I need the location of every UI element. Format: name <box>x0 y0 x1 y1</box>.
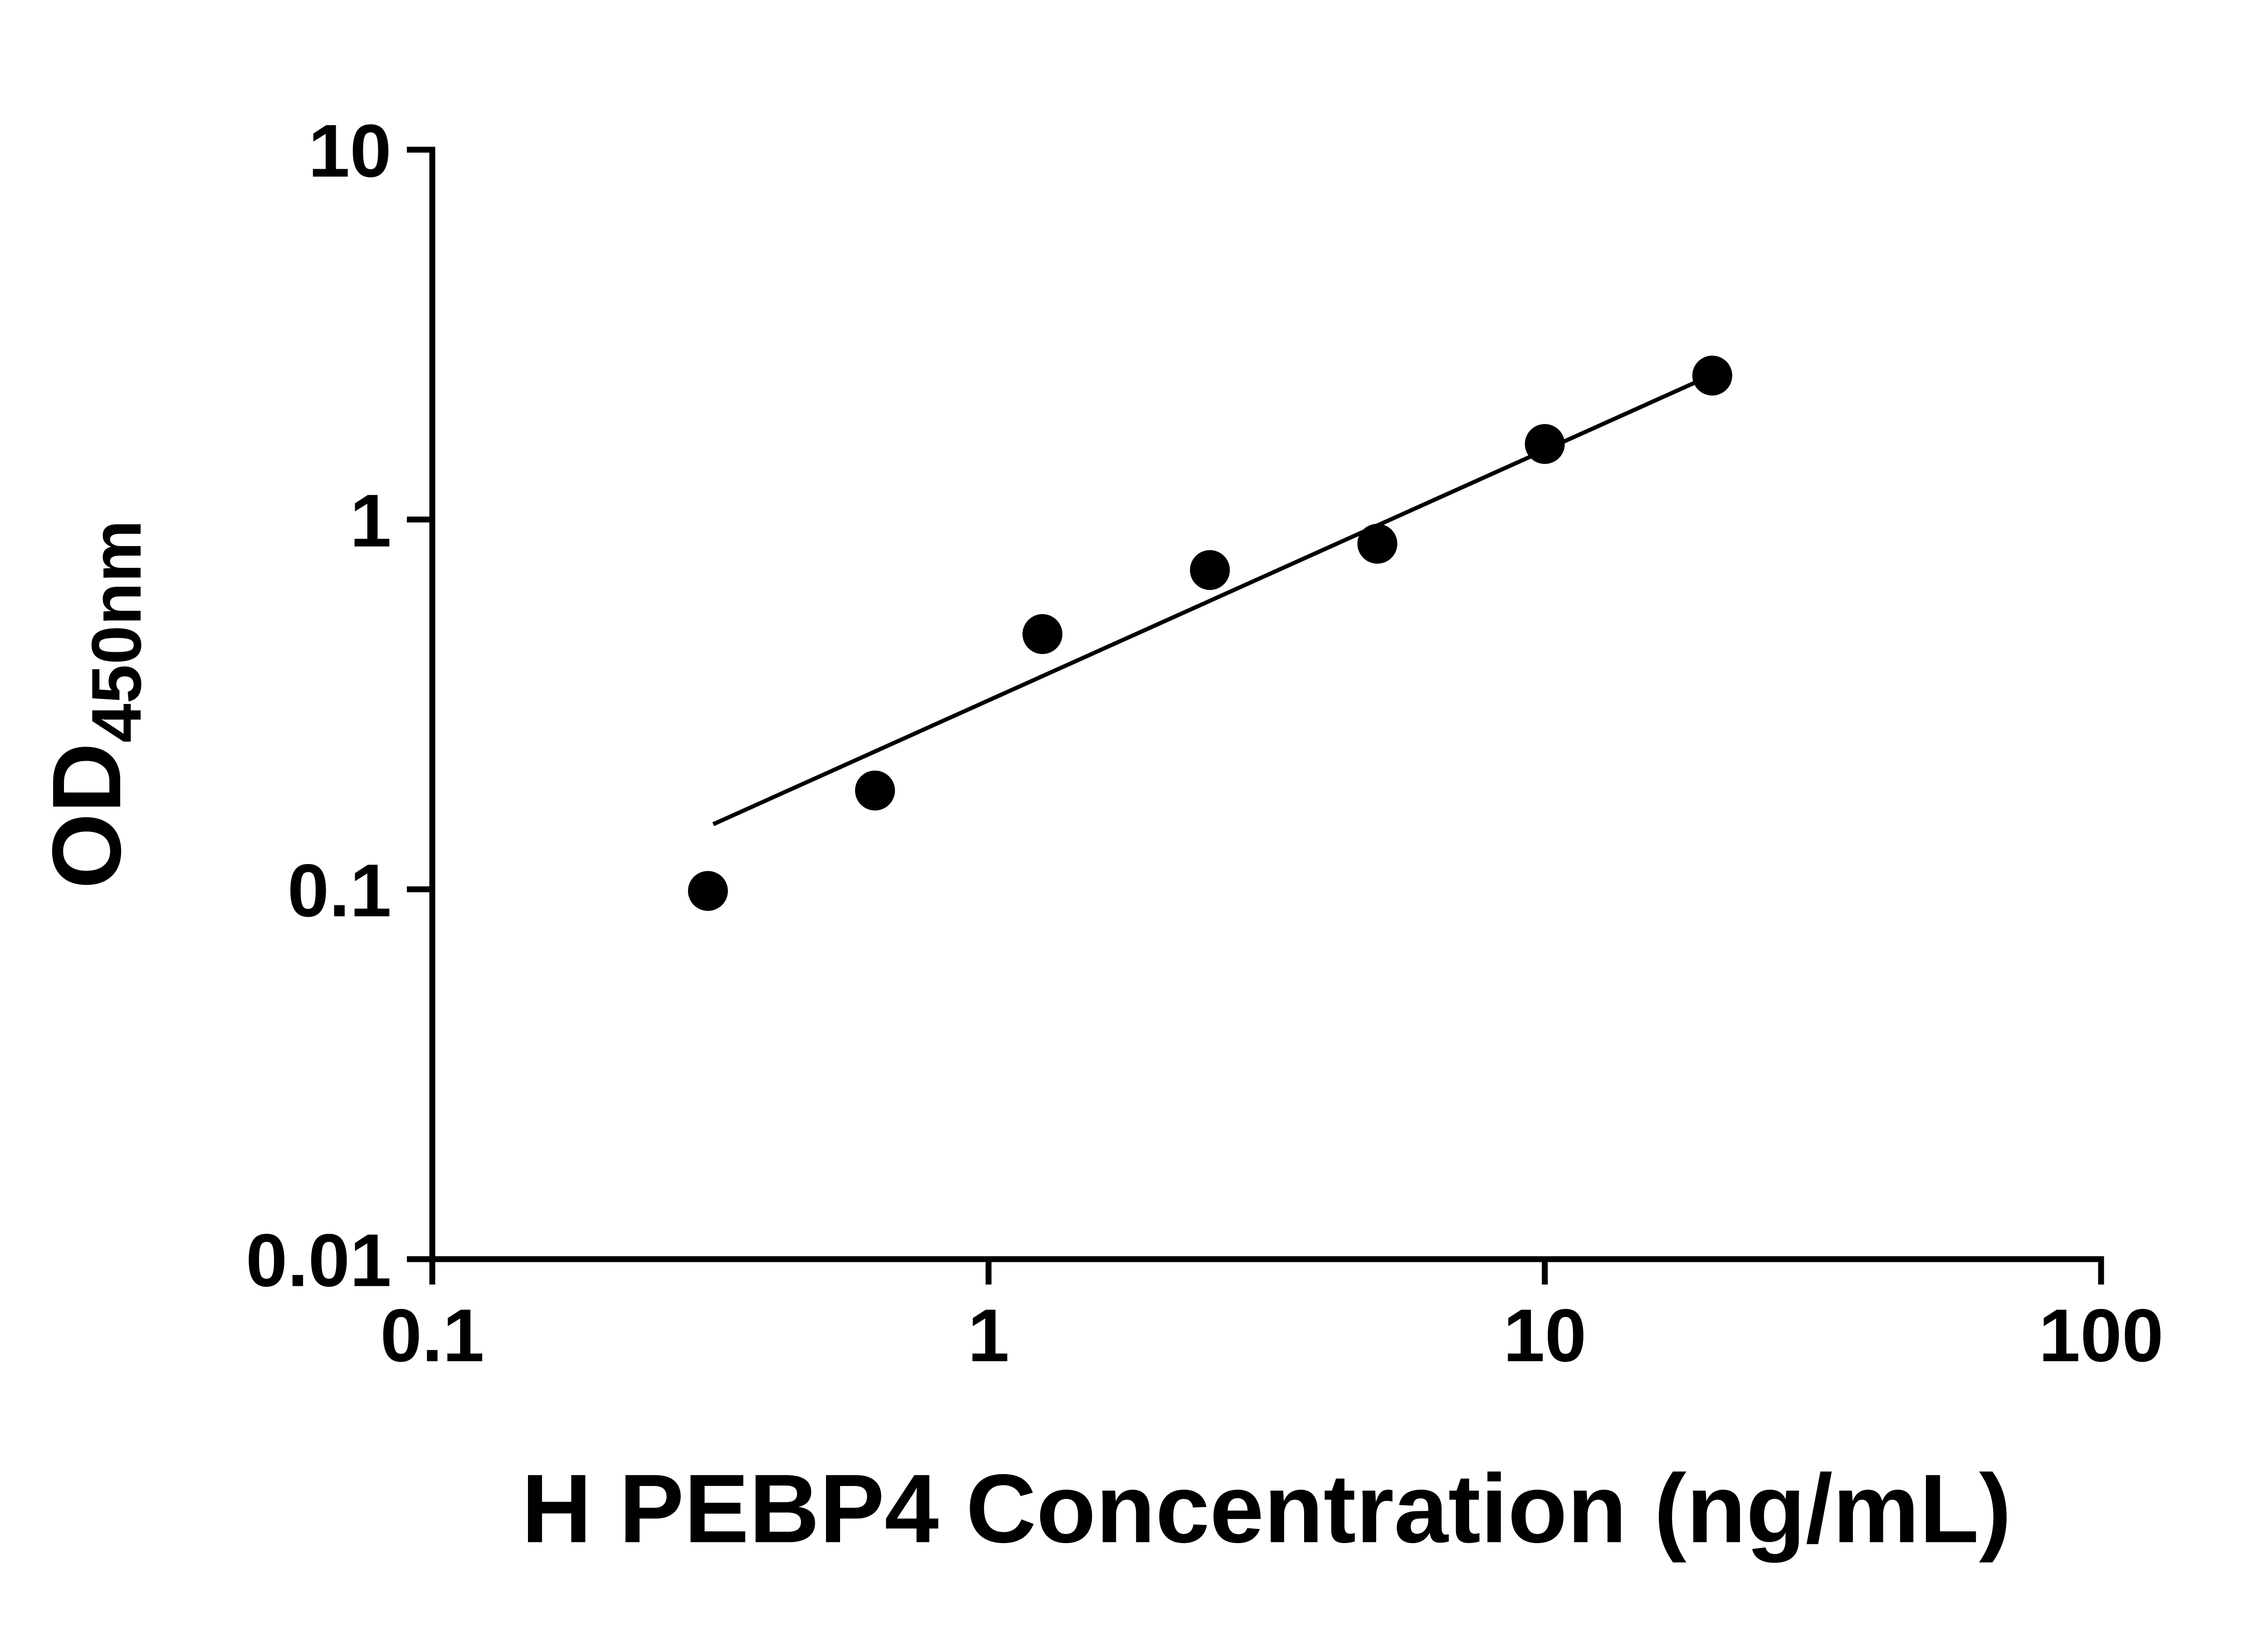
data-point <box>1357 523 1398 564</box>
x-tick-label: 0.1 <box>380 1294 484 1377</box>
y-tick-label: 10 <box>308 109 391 192</box>
y-tick-label: 1 <box>350 479 391 562</box>
x-tick-label: 100 <box>2038 1294 2163 1377</box>
data-point <box>1190 550 1230 590</box>
y-axis-title-main: OD <box>32 743 141 889</box>
data-point <box>688 871 728 911</box>
data-point <box>1022 614 1063 654</box>
data-point <box>855 770 895 811</box>
data-point <box>1692 356 1732 396</box>
data-point <box>1525 424 1565 464</box>
axis-frame <box>429 147 2104 1262</box>
y-tick-label: 0.1 <box>288 849 391 932</box>
x-tick-label: 10 <box>1503 1294 1587 1377</box>
x-axis-title: H PEBP4 Concentration (ng/mL) <box>522 1454 2012 1563</box>
y-tick-label: 0.01 <box>246 1218 391 1302</box>
x-tick-label: 1 <box>968 1294 1009 1377</box>
y-axis-title: OD450nm <box>32 520 156 889</box>
y-axis-title-sub: 450nm <box>77 520 156 743</box>
